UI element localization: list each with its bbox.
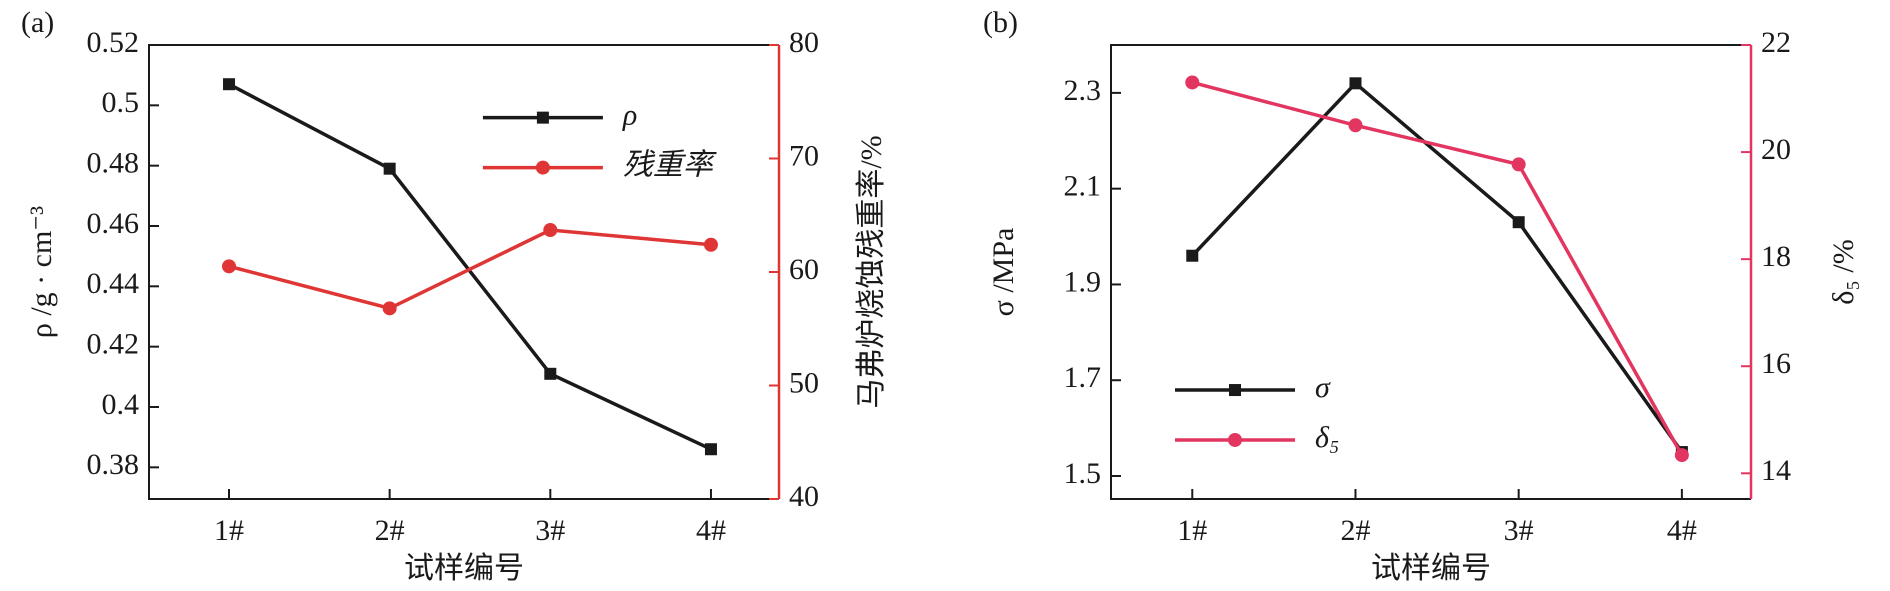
legend-marker (1228, 432, 1242, 447)
y-tick-label: 1.9 (1064, 265, 1102, 298)
y2-tick-label: 18 (1761, 240, 1791, 273)
x-tick-label: 3# (1504, 514, 1534, 547)
marker (1349, 77, 1362, 90)
marker (544, 367, 557, 380)
y2-tick-label: 80 (789, 26, 819, 59)
panel-label: (b) (983, 6, 1018, 39)
y-tick-label: 0.52 (87, 26, 140, 59)
y-axis-title: ρ /g · cm⁻³ (25, 206, 58, 338)
marker (1348, 118, 1363, 133)
y-tick-label: 2.3 (1064, 74, 1102, 107)
y-tick-label: 0.48 (87, 147, 140, 180)
series-line (1191, 80, 1684, 454)
y-tick-label: 0.38 (87, 448, 140, 481)
series-line (228, 228, 712, 311)
marker (223, 78, 236, 91)
x-tick-label: 1# (1177, 514, 1207, 547)
y-tick-label: 0.44 (87, 267, 140, 300)
x-axis-title: 试样编号 (404, 552, 524, 585)
y2-tick-label: 40 (789, 480, 819, 513)
x-tick-label: 2# (375, 514, 405, 547)
marker (703, 237, 718, 252)
legend-marker (1229, 384, 1241, 397)
y2-tick-label: 14 (1761, 454, 1791, 487)
y-tick-label: 1.5 (1064, 457, 1102, 490)
y2-tick-label: 16 (1761, 347, 1791, 380)
axis-frame (148, 44, 779, 500)
marker (543, 223, 558, 238)
axis-frame (1110, 44, 1751, 500)
marker (704, 443, 717, 456)
y2-tick-label: 20 (1761, 133, 1791, 166)
marker (1511, 157, 1526, 172)
x-tick-label: 4# (1667, 514, 1697, 547)
y-tick-label: 0.4 (102, 388, 140, 421)
marker (1186, 249, 1199, 262)
y2-axis-title: δ₅ /% (1827, 239, 1860, 304)
legend-label: σ (1315, 371, 1331, 404)
y-tick-label: 2.1 (1064, 170, 1102, 203)
y-tick-label: 0.46 (87, 207, 140, 240)
marker (382, 301, 397, 316)
y2-tick-label: 70 (789, 139, 819, 172)
series-line (1191, 80, 1684, 456)
y2-tick-label: 50 (789, 366, 819, 399)
legend-label: δ₅ (1315, 421, 1339, 454)
x-tick-label: 4# (696, 514, 726, 547)
marker (222, 259, 237, 274)
x-axis-title: 试样编号 (1371, 552, 1491, 585)
legend-label: 残重率 (623, 148, 717, 181)
y-tick-label: 0.5 (102, 86, 140, 119)
series-line (228, 82, 712, 451)
x-tick-label: 2# (1340, 514, 1370, 547)
x-tick-label: 1# (214, 514, 244, 547)
marker (1185, 75, 1200, 90)
y-tick-label: 0.42 (87, 328, 140, 361)
y2-tick-label: 60 (789, 253, 819, 286)
y-axis-title: σ /MPa (987, 228, 1020, 317)
legend-label: ρ (622, 99, 637, 132)
legend-marker (535, 160, 550, 175)
panel-label: (a) (21, 6, 54, 39)
y2-axis-title: 马弗炉烧蚀残重率/% (855, 135, 888, 408)
marker (1512, 216, 1525, 229)
legend-marker (536, 111, 549, 124)
marker (1674, 448, 1689, 463)
y-tick-label: 1.7 (1064, 361, 1102, 394)
y2-tick-label: 22 (1761, 26, 1791, 59)
x-tick-label: 3# (535, 514, 565, 547)
marker (383, 162, 396, 175)
